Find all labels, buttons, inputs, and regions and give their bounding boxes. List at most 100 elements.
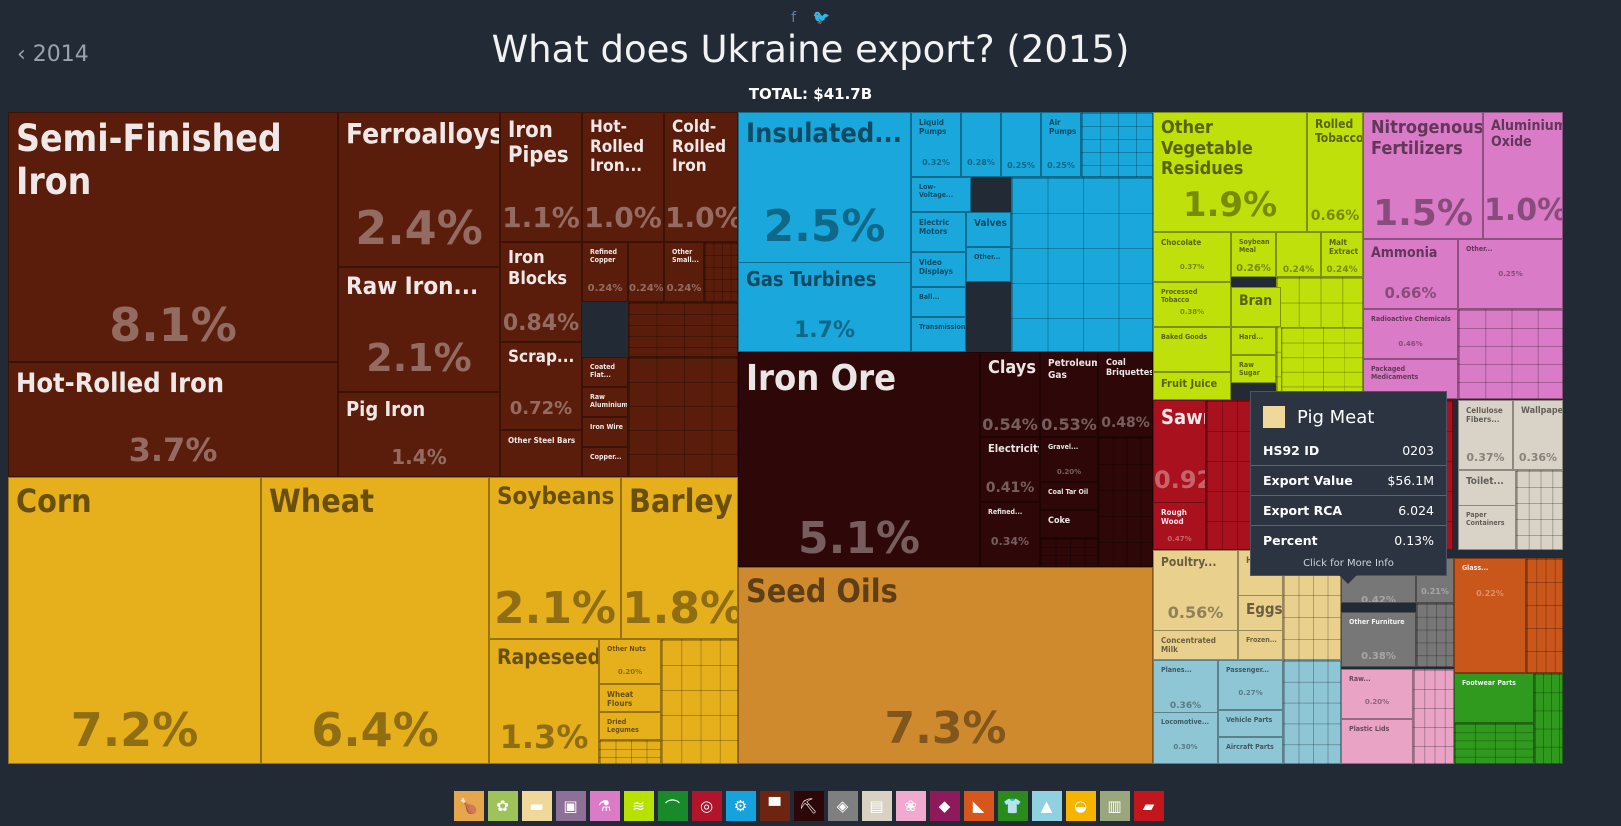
treemap-cell[interactable]: 0.28% (961, 112, 1001, 177)
treemap-cell[interactable]: 0.24% (1276, 232, 1321, 277)
mineral-products-icon[interactable]: ⛏ (793, 791, 824, 821)
treemap-cell[interactable]: Paper Containers (1458, 505, 1516, 550)
treemap-minor-cell[interactable] (1283, 660, 1341, 764)
treemap-cell[interactable]: Coal Tar Oil (1040, 482, 1098, 510)
treemap-cell[interactable]: Seed Oils 7.3% (738, 567, 1153, 764)
treemap-cell[interactable]: Fruit Juice (1153, 372, 1231, 400)
treemap-cell[interactable]: Bran (1231, 287, 1281, 327)
arts-antiques-icon[interactable]: ▥ (1099, 791, 1130, 821)
treemap-cell[interactable]: 0.24% (628, 242, 664, 302)
treemap-cell[interactable]: Other Vegetable Residues 1.9% (1153, 112, 1307, 232)
chemical-products-icon[interactable]: ⚗ (589, 791, 620, 821)
treemap-cell[interactable]: Hot-Rolled Iron... 1.0% (582, 112, 664, 242)
treemap-cell[interactable]: Raw... 0.20% (1341, 669, 1413, 719)
treemap-cell[interactable]: Plastic Lids (1341, 719, 1413, 764)
treemap-cell[interactable]: Glass... 0.22% (1454, 558, 1526, 673)
foodstuffs-icon[interactable]: ▣ (555, 791, 586, 821)
treemap-cell[interactable]: Ferroalloys 2.4% (338, 112, 500, 267)
treemap-cell[interactable]: Cold-Rolled Iron 1.0% (664, 112, 738, 242)
treemap-minor-cell[interactable] (704, 242, 738, 302)
weapons-icon[interactable]: ▰ (1133, 791, 1164, 821)
stone-glass-icon[interactable]: ◈ (827, 791, 858, 821)
treemap-minor-cell[interactable] (628, 302, 738, 357)
treemap-cell[interactable]: Locomotive... 0.30% (1153, 712, 1218, 764)
treemap-cell[interactable]: Raw Sugar (1231, 355, 1276, 383)
treemap-minor-cell[interactable] (1534, 673, 1563, 764)
treemap-cell[interactable]: Coke (1040, 510, 1098, 538)
treemap-cell[interactable]: Other Steel Bars (500, 430, 582, 477)
animal-vegetable-byproducts-icon[interactable]: ▬ (521, 791, 552, 821)
treemap-minor-cell[interactable] (1516, 470, 1563, 550)
treemap-cell[interactable]: Semi-Finished Iron 8.1% (8, 112, 338, 362)
treemap-cell[interactable]: Corn 7.2% (8, 477, 261, 764)
treemap-cell[interactable]: Frozen... (1238, 630, 1283, 660)
precious-metals-icon[interactable]: ◆ (929, 791, 960, 821)
treemap-cell[interactable]: Electric Motors (911, 212, 966, 252)
treemap-cell[interactable]: Electricity 0.41% (980, 437, 1040, 502)
metals-icon[interactable]: ▀ (759, 791, 790, 821)
plastics-rubbers-icon[interactable]: ≋ (623, 791, 654, 821)
treemap-cell[interactable]: Gas Turbines 1.7% (738, 262, 911, 352)
treemap-cell[interactable]: Liquid Pumps 0.32% (911, 112, 961, 177)
treemap-cell[interactable]: Rapeseed 1.3% (489, 639, 599, 764)
vegetable-products-icon[interactable]: ✿ (487, 791, 518, 821)
treemap-cell[interactable]: Soybeans 2.1% (489, 477, 621, 639)
treemap-minor-cell[interactable] (628, 357, 738, 477)
treemap-cell[interactable]: Hot-Rolled Iron 3.7% (8, 362, 338, 477)
treemap-cell[interactable]: Wallpaper 0.36% (1513, 400, 1563, 470)
wood-products-icon[interactable]: ◎ (691, 791, 722, 821)
treemap-cell[interactable]: Refined Copper 0.24% (582, 242, 628, 302)
previous-year-link[interactable]: ‹ 2014 (17, 42, 89, 67)
twitter-icon[interactable]: 🐦 (812, 10, 830, 26)
treemap-cell[interactable]: Video Displays (911, 252, 966, 287)
treemap-minor-cell[interactable] (1040, 538, 1098, 567)
treemap-cell[interactable]: Baked Goods (1153, 327, 1231, 372)
treemap-cell[interactable]: Rough Wood 0.47% (1153, 502, 1206, 550)
treemap-cell[interactable]: 0.25% (1001, 112, 1041, 177)
treemap-cell[interactable]: Rolled Tobacco 0.66% (1307, 112, 1363, 232)
treemap-cell[interactable]: Chocolate 0.37% (1153, 232, 1231, 282)
treemap-cell[interactable]: Air Pumps 0.25% (1041, 112, 1081, 177)
treemap-cell[interactable]: Aluminium Oxide 1.0% (1483, 112, 1563, 239)
treemap-minor-cell[interactable] (1454, 723, 1534, 764)
treemap-cell[interactable]: Aircraft Parts (1218, 737, 1283, 764)
treemap-cell[interactable]: Radioactive Chemicals 0.46% (1363, 309, 1458, 359)
treemap-minor-cell[interactable] (1416, 603, 1454, 667)
machines-icon[interactable]: ⚙ (725, 791, 756, 821)
treemap-cell[interactable]: Soybean Meal 0.26% (1231, 232, 1276, 277)
treemap-cell[interactable]: Other Furniture 0.38% (1341, 612, 1416, 667)
facebook-icon[interactable]: f (791, 10, 797, 26)
textiles-icon[interactable]: ❀ (895, 791, 926, 821)
paper-goods-icon[interactable]: ▤ (861, 791, 892, 821)
treemap-cell[interactable]: Iron Pipes 1.1% (500, 112, 582, 242)
treemap-minor-cell[interactable] (1526, 558, 1563, 673)
treemap-cell[interactable]: Coal Briquettes 0.48% (1098, 352, 1153, 437)
tooltip[interactable]: Pig Meat HS92 ID 0203 Export Value $56.1M Ex… (1250, 391, 1447, 584)
transportation-icon[interactable]: ▲ (1031, 791, 1062, 821)
treemap-minor-cell[interactable] (599, 740, 661, 764)
treemap-minor-cell[interactable] (1081, 112, 1153, 177)
treemap-cell[interactable]: Wheat Flours (599, 684, 661, 712)
treemap-cell[interactable]: Other... (966, 247, 1011, 282)
treemap-cell[interactable]: Concentrated Milk (1153, 630, 1238, 660)
animal-hides-icon[interactable]: ⌒ (657, 791, 688, 821)
treemap-cell[interactable]: Low- Voltage... (911, 177, 971, 212)
treemap-cell[interactable]: Dried Legumes (599, 712, 661, 740)
treemap-cell[interactable]: Processed Tobacco 0.38% (1153, 282, 1231, 327)
treemap-cell[interactable]: Valves (966, 212, 1011, 247)
treemap-minor-cell[interactable] (1458, 309, 1563, 399)
treemap-cell[interactable]: Raw Iron... 2.1% (338, 267, 500, 392)
treemap-cell[interactable]: Passenger... 0.27% (1218, 660, 1283, 710)
treemap-cell[interactable]: Ammonia 0.66% (1363, 239, 1458, 309)
treemap-cell[interactable]: Scrap... 0.72% (500, 342, 582, 430)
treemap-minor-cell[interactable] (1281, 327, 1363, 400)
tooltip-more-info-link[interactable]: Click for More Info (1303, 558, 1394, 569)
treemap-minor-cell[interactable] (1011, 177, 1153, 352)
treemap-minor-cell[interactable] (1098, 437, 1153, 567)
treemap-cell[interactable]: Refined... 0.34% (980, 502, 1040, 567)
treemap-cell[interactable]: Raw Aluminium (582, 387, 628, 417)
treemap-cell[interactable]: Other... 0.25% (1458, 239, 1563, 309)
animal-products-icon[interactable]: 🍗 (453, 791, 484, 821)
treemap-cell[interactable]: Cellulose Fibers... 0.37% (1458, 400, 1513, 470)
treemap-cell[interactable]: Other Small... 0.24% (664, 242, 704, 302)
